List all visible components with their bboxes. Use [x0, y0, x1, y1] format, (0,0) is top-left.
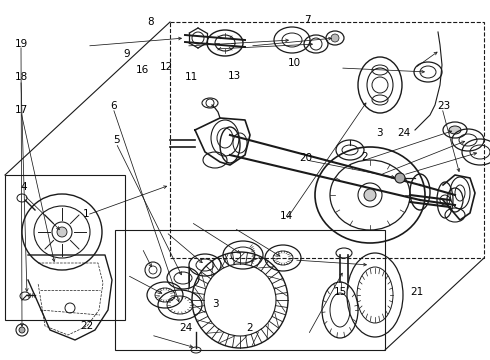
Ellipse shape: [449, 126, 461, 134]
Text: 3: 3: [212, 299, 219, 309]
Text: 2: 2: [362, 152, 368, 162]
Text: 5: 5: [113, 135, 120, 145]
Bar: [170, 22, 484, 258]
Text: 2: 2: [246, 323, 253, 333]
Text: 23: 23: [437, 101, 450, 111]
Bar: [5, 175, 125, 320]
Text: 12: 12: [160, 62, 173, 72]
Text: 24: 24: [179, 323, 193, 333]
Circle shape: [57, 227, 67, 237]
Text: 4: 4: [20, 182, 27, 192]
Circle shape: [395, 173, 405, 183]
Text: 18: 18: [14, 72, 28, 82]
Text: 21: 21: [410, 287, 423, 297]
Text: 14: 14: [280, 211, 294, 221]
Text: 8: 8: [147, 17, 154, 27]
Text: 19: 19: [14, 39, 28, 49]
Text: 10: 10: [288, 58, 300, 68]
Text: 17: 17: [14, 105, 28, 115]
Text: 16: 16: [135, 65, 149, 75]
Circle shape: [364, 189, 376, 201]
Bar: [115, 230, 385, 350]
Text: 20: 20: [300, 153, 313, 163]
Text: 7: 7: [304, 15, 311, 25]
Text: 1: 1: [82, 209, 89, 219]
Circle shape: [19, 327, 25, 333]
Text: 24: 24: [397, 128, 411, 138]
Text: 6: 6: [110, 101, 117, 111]
Text: 13: 13: [227, 71, 241, 81]
Text: 9: 9: [123, 49, 130, 59]
Text: 11: 11: [184, 72, 198, 82]
Circle shape: [331, 34, 339, 42]
Text: 15: 15: [334, 287, 347, 297]
Text: 3: 3: [376, 128, 383, 138]
Text: 22: 22: [80, 321, 94, 331]
